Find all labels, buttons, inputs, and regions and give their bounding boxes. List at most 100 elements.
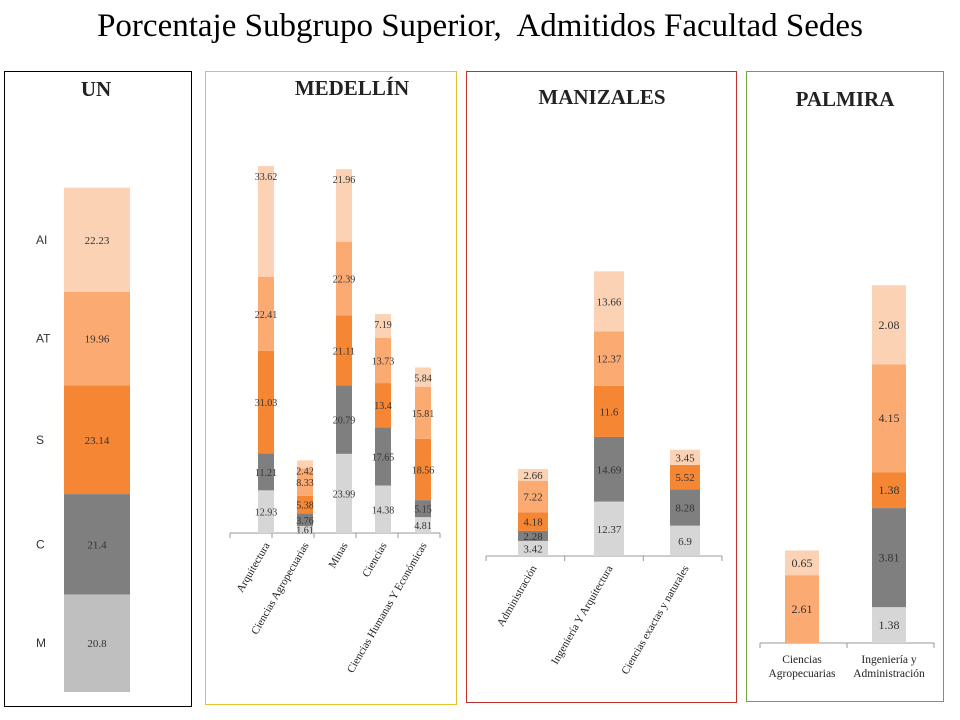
bar-medellin-ciencias-c [375, 427, 391, 486]
series-label-c: C [36, 537, 45, 551]
panel-title-palmira: PALMIRA [796, 87, 896, 111]
category-label-manizales: Ciencias exactas y naturales [619, 564, 691, 677]
data-label-medellin: 5.15 [414, 505, 432, 516]
bar-manizales-administracion-at [518, 480, 548, 513]
bar-medellin-ciencias-ai [375, 314, 391, 338]
data-label-medellin: 14.38 [372, 505, 395, 516]
data-label-medellin: 12.93 [255, 508, 278, 519]
bar-medellin-arquitectura-at [258, 276, 274, 351]
bar-medellin-ciencias-at [375, 337, 391, 384]
bar-un-total-at [64, 291, 130, 386]
data-label-medellin: 33.62 [255, 172, 278, 183]
data-label-medellin: 15.81 [412, 409, 435, 420]
data-label-medellin: 13.73 [372, 356, 395, 367]
data-label-palmira: 1.38 [879, 618, 900, 632]
data-label-medellin: 31.03 [255, 398, 278, 409]
data-label-medellin: 18.56 [412, 466, 435, 477]
data-label-manizales: 4.18 [523, 517, 543, 529]
panel-palmira [746, 71, 944, 702]
data-label-palmira: 2.08 [879, 318, 900, 332]
data-label-manizales: 3.45 [675, 452, 695, 464]
data-label-manizales: 3.42 [523, 543, 542, 555]
data-label-manizales: 12.37 [597, 354, 622, 366]
bar-manizales-ciencias-exactas-y-naturales-m [670, 525, 700, 556]
bar-manizales-administracion-c [518, 530, 548, 541]
data-label-un: 23.14 [85, 435, 110, 447]
data-label-medellin: 22.39 [333, 275, 356, 286]
bar-manizales-administracion-ai [518, 469, 548, 481]
bar-palmira-ingenieria-y-administracion-m [872, 607, 906, 643]
bar-manizales-ciencias-exactas-y-naturales-s [670, 464, 700, 490]
bar-un-total-m [64, 594, 130, 692]
data-label-palmira: 0.65 [792, 556, 813, 570]
bar-palmira-ingenieria-y-administracion-s [872, 472, 906, 509]
data-label-palmira: 3.81 [879, 551, 900, 565]
bar-medellin-minas-at [336, 241, 352, 316]
bar-medellin-ciencias-agropecuarias-m [297, 526, 313, 533]
bar-medellin-ciencias-agropecuarias-s [297, 495, 313, 514]
data-label-manizales: 8.28 [675, 502, 695, 514]
data-label-medellin: 23.99 [333, 489, 356, 500]
bar-manizales-ingenieria-y-arquitectura-s [594, 385, 624, 437]
bar-medellin-ciencias-humanas-y-economicas-s [415, 438, 431, 501]
bar-medellin-minas-ai [336, 169, 352, 242]
data-label-medellin: 2.42 [296, 466, 314, 477]
data-label-manizales: 2.28 [523, 531, 543, 543]
data-label-medellin: 22.41 [255, 310, 278, 321]
bar-un-total-c [64, 494, 130, 595]
data-label-manizales: 7.22 [523, 492, 542, 504]
data-label-manizales: 6.9 [678, 536, 692, 548]
bar-medellin-minas-s [336, 315, 352, 386]
data-label-palmira: 1.38 [879, 483, 900, 497]
category-label-medellin: Minas [326, 541, 350, 571]
category-label-palmira: Ingeniería y Administración [853, 654, 925, 680]
data-label-medellin: 1.61 [296, 526, 314, 537]
bar-medellin-arquitectura-c [258, 453, 274, 491]
data-label-palmira: 4.15 [879, 411, 900, 425]
bar-medellin-ciencias-humanas-y-economicas-c [415, 500, 431, 518]
panel-title-un: UN [81, 77, 111, 101]
page-title: Porcentaje Subgrupo Superior, Admitidos … [97, 8, 863, 44]
series-label-at: AT [36, 332, 51, 346]
panel-title-manizales: MANIZALES [538, 85, 665, 109]
bar-medellin-ciencias-s [375, 383, 391, 428]
bar-manizales-ciencias-exactas-y-naturales-ai [670, 449, 700, 465]
bar-medellin-minas-m [336, 453, 352, 533]
bar-medellin-arquitectura-ai [258, 166, 274, 277]
series-label-ai: AI [36, 233, 47, 247]
bar-manizales-administracion-m [518, 540, 548, 556]
panel-manizales [466, 71, 737, 703]
data-label-manizales: 2.66 [523, 470, 543, 482]
bar-medellin-ciencias-humanas-y-economicas-ai [415, 367, 431, 387]
bar-palmira-ingenieria-y-administracion-ai [872, 285, 906, 365]
panel-medellin [205, 71, 457, 705]
data-label-un: 22.23 [85, 235, 110, 247]
bar-manizales-ciencias-exactas-y-naturales-c [670, 489, 700, 526]
data-label-medellin: 8.33 [296, 478, 314, 489]
bar-medellin-ciencias-humanas-y-economicas-at [415, 386, 431, 439]
data-label-manizales: 12.37 [597, 524, 622, 536]
bar-manizales-ingenieria-y-arquitectura-ai [594, 271, 624, 332]
bar-medellin-arquitectura-m [258, 490, 274, 533]
data-label-medellin: 21.11 [333, 346, 355, 357]
bar-manizales-ingenieria-y-arquitectura-at [594, 331, 624, 386]
bar-palmira-ciencias-agropecuarias-at [785, 575, 819, 643]
panel-un [4, 71, 192, 707]
bar-medellin-minas-c [336, 385, 352, 454]
series-label-m: M [36, 636, 46, 650]
data-label-manizales: 13.66 [597, 296, 622, 308]
data-label-medellin: 7.19 [374, 320, 392, 331]
bar-palmira-ciencias-agropecuarias-ai [785, 550, 819, 576]
bar-medellin-ciencias-agropecuarias-ai [297, 460, 313, 469]
bar-medellin-ciencias-agropecuarias-at [297, 468, 313, 496]
data-label-medellin: 3.76 [296, 516, 314, 527]
data-label-medellin: 21.96 [333, 175, 356, 186]
category-label-medellin: Ciencias [360, 541, 389, 580]
bar-manizales-ingenieria-y-arquitectura-m [594, 501, 624, 556]
data-label-medellin: 20.79 [333, 416, 356, 427]
data-label-palmira: 2.61 [792, 602, 813, 616]
data-label-un: 21.4 [87, 539, 107, 551]
category-label-manizales: Ingeniería Y Arquitectura [549, 563, 616, 666]
bar-medellin-ciencias-humanas-y-economicas-m [415, 517, 431, 533]
